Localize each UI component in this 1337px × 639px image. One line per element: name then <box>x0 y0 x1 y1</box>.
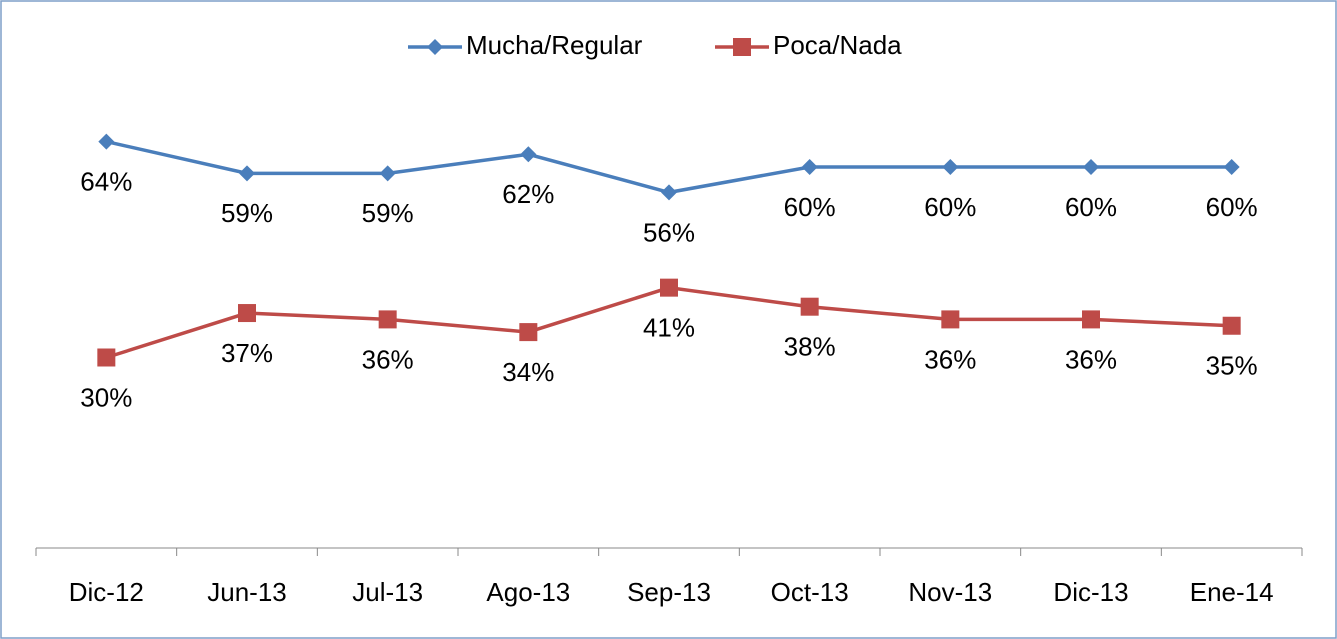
data-label: 41% <box>643 313 695 343</box>
marker <box>660 278 678 297</box>
data-label: 37% <box>221 338 273 368</box>
marker <box>97 348 116 367</box>
data-label: 36% <box>1065 344 1117 374</box>
marker <box>378 310 397 329</box>
x-tick-label: Oct-13 <box>771 577 849 607</box>
x-tick-label: Dic-13 <box>1053 577 1128 607</box>
data-label: 36% <box>924 344 976 374</box>
marker <box>1223 159 1240 175</box>
marker <box>520 146 537 163</box>
marker <box>1083 159 1099 175</box>
data-label: 56% <box>643 217 695 247</box>
marker <box>1222 316 1241 335</box>
marker <box>98 133 115 150</box>
marker <box>1082 310 1100 329</box>
data-label: 30% <box>80 382 132 412</box>
data-label: 59% <box>362 198 414 228</box>
marker <box>941 310 960 329</box>
marker <box>519 323 538 342</box>
data-label: 38% <box>784 332 836 362</box>
marker <box>239 165 255 182</box>
data-label: 64% <box>80 166 132 196</box>
x-tick-label: Ago-13 <box>486 577 570 607</box>
x-tick-label: Nov-13 <box>908 577 992 607</box>
data-label: 60% <box>784 192 836 222</box>
x-tick-label: Ene-14 <box>1190 577 1274 607</box>
data-label: 34% <box>502 357 554 387</box>
legend-label: Mucha/Regular <box>466 30 643 60</box>
x-tick-label: Jul-13 <box>352 577 423 607</box>
data-label: 60% <box>1206 192 1258 222</box>
marker <box>800 297 819 316</box>
data-label: 62% <box>502 179 554 209</box>
x-tick-label: Dic-12 <box>69 577 144 607</box>
marker <box>801 159 818 175</box>
data-label: 35% <box>1206 351 1258 381</box>
marker <box>427 39 443 55</box>
data-label: 36% <box>362 344 414 374</box>
marker <box>942 159 959 175</box>
x-tick-label: Jun-13 <box>207 577 287 607</box>
marker <box>733 38 751 56</box>
data-label: 60% <box>1065 192 1117 222</box>
data-label: 60% <box>924 192 976 222</box>
marker <box>661 184 677 201</box>
marker <box>238 304 256 323</box>
x-tick-label: Sep-13 <box>627 577 711 607</box>
marker <box>379 165 396 182</box>
data-label: 59% <box>221 198 273 228</box>
legend-label: Poca/Nada <box>773 30 902 60</box>
